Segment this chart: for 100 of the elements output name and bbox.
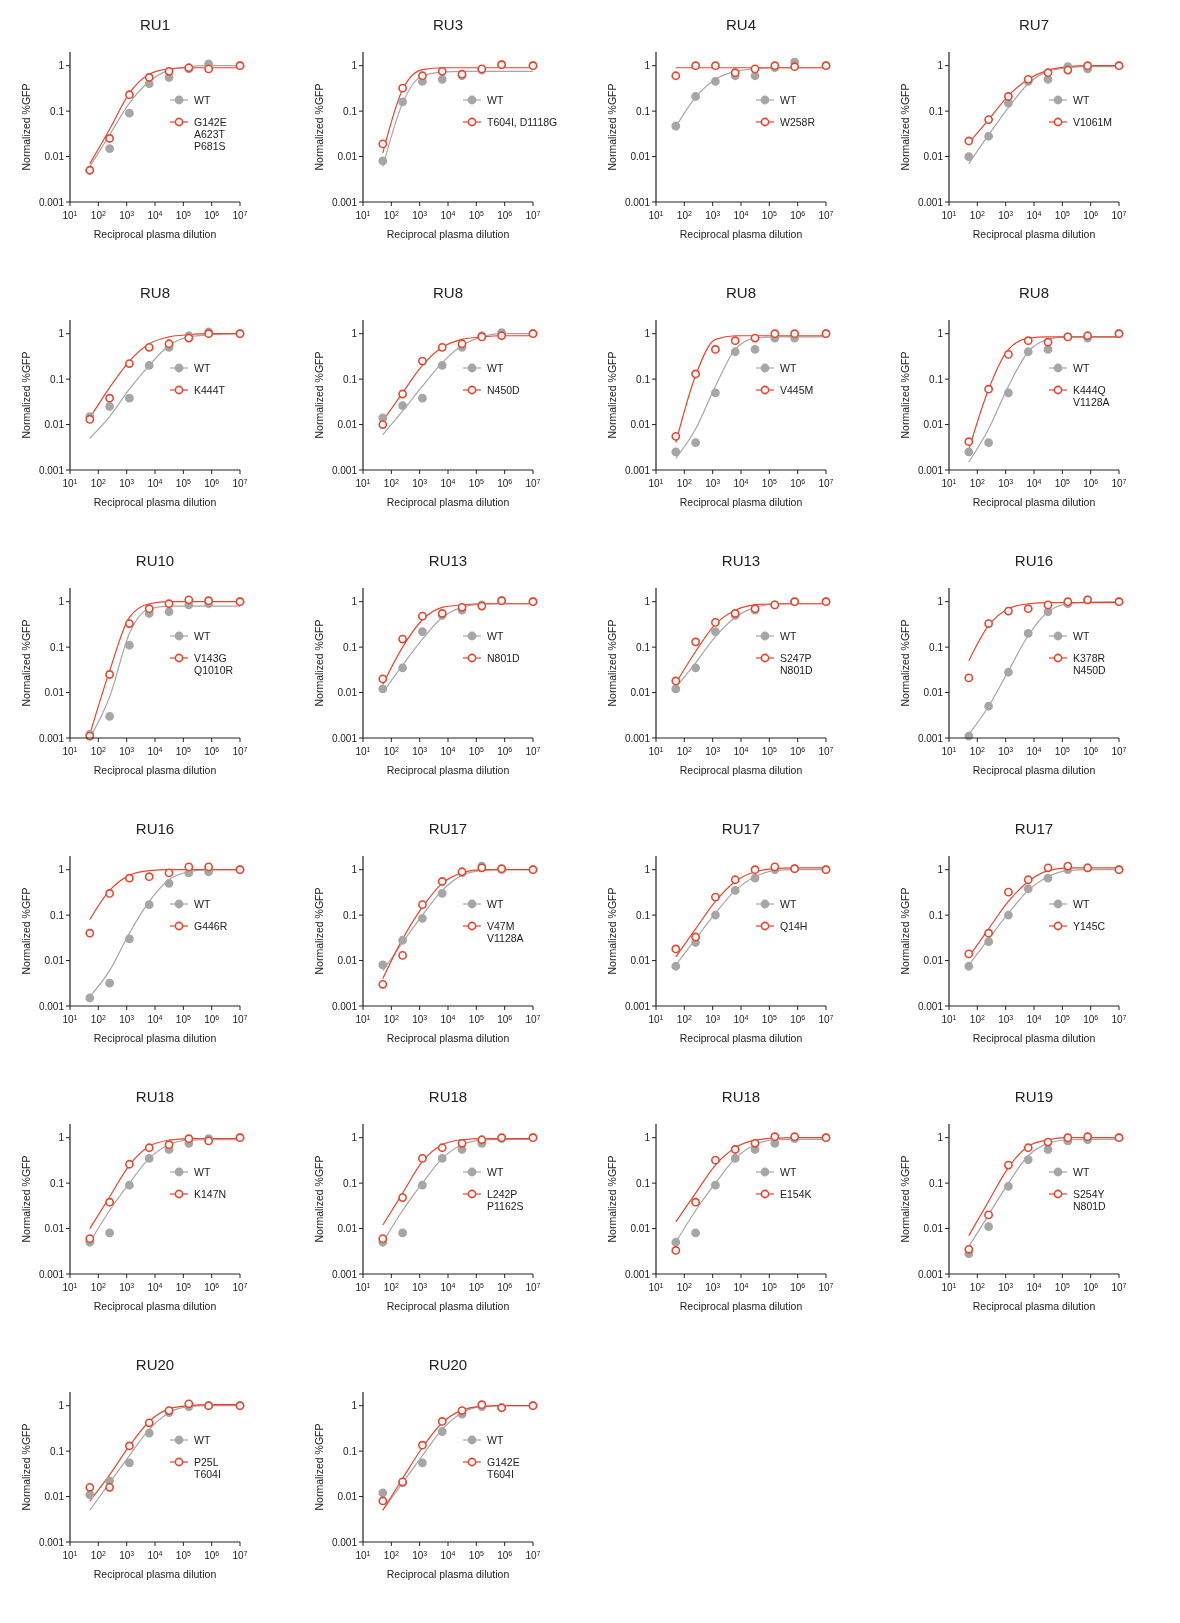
y-tick-label: 1: [351, 328, 358, 340]
x-tick-label: 10$^{5}$: [468, 209, 484, 221]
legend-label: K444T: [194, 383, 226, 396]
y-tick-label: 0.01: [923, 151, 944, 163]
legend-label: WT: [1073, 361, 1090, 374]
y-tick-label: 0.01: [337, 955, 358, 967]
x-tick-label: 10$^{3}$: [998, 209, 1014, 221]
x-tick-label: 10$^{4}$: [1026, 1281, 1042, 1293]
y-axis-title: Normalized %GFP: [20, 1423, 32, 1511]
y-tick-label: 0.001: [331, 1536, 358, 1548]
y-axis-title: Normalized %GFP: [20, 1155, 32, 1243]
legend-label: S247P N801D: [780, 651, 814, 676]
legend-label: WT: [194, 93, 211, 106]
x-tick-label: 10$^{7}$: [232, 209, 248, 221]
y-tick-label: 1: [58, 596, 65, 608]
x-tick-label: 10$^{5}$: [468, 745, 484, 757]
x-tick-label: 10$^{7}$: [818, 1281, 834, 1293]
x-axis-title: Reciprocal plasma dilution: [679, 1300, 803, 1312]
x-tick-label: 10$^{4}$: [147, 477, 163, 489]
x-tick-label: 10$^{3}$: [705, 745, 721, 757]
y-tick-label: 0.1: [929, 105, 944, 117]
x-axis-title: Reciprocal plasma dilution: [972, 764, 1096, 776]
x-tick-label: 10$^{2}$: [383, 1549, 399, 1561]
y-axis-title: Normalized %GFP: [313, 1423, 325, 1511]
y-tick-label: 0.001: [38, 1000, 65, 1012]
x-tick-label: 10$^{4}$: [1026, 745, 1042, 757]
y-axis-title: Normalized %GFP: [313, 1155, 325, 1243]
legend-label: T604I, D1118G: [487, 115, 558, 128]
x-tick-label: 10$^{5}$: [761, 1013, 777, 1025]
legend-label: N450D: [487, 383, 521, 396]
y-tick-label: 0.01: [337, 151, 358, 163]
y-tick-label: 0.001: [38, 1536, 65, 1548]
x-tick-label: 10$^{5}$: [175, 477, 191, 489]
y-tick-label: 1: [58, 1400, 65, 1412]
legend-label: WT: [194, 1165, 211, 1178]
y-tick-label: 0.1: [50, 909, 65, 921]
x-axis-title: Reciprocal plasma dilution: [93, 496, 217, 508]
x-tick-label: 10$^{1}$: [941, 745, 957, 757]
x-tick-label: 10$^{6}$: [204, 209, 220, 221]
y-axis-title: Normalized %GFP: [313, 887, 325, 975]
y-tick-label: 0.01: [337, 1223, 358, 1235]
x-tick-label: 10$^{1}$: [941, 1013, 957, 1025]
chart-title: RU17: [428, 820, 468, 837]
y-tick-label: 0.01: [923, 955, 944, 967]
y-axis-title: Normalized %GFP: [313, 83, 325, 171]
x-tick-label: 10$^{7}$: [525, 1549, 541, 1561]
x-tick-label: 10$^{2}$: [676, 745, 692, 757]
x-tick-label: 10$^{4}$: [440, 1013, 456, 1025]
x-tick-label: 10$^{6}$: [204, 1549, 220, 1561]
x-axis-title: Reciprocal plasma dilution: [972, 1300, 1096, 1312]
x-tick-label: 10$^{7}$: [818, 745, 834, 757]
x-tick-label: 10$^{5}$: [175, 209, 191, 221]
x-tick-label: 10$^{6}$: [1083, 1013, 1099, 1025]
legend-label: N801D: [487, 651, 521, 664]
x-tick-label: 10$^{7}$: [525, 209, 541, 221]
x-tick-label: 10$^{2}$: [676, 1281, 692, 1293]
chart-title: RU16: [135, 820, 175, 837]
x-tick-label: 10$^{4}$: [733, 1281, 749, 1293]
x-tick-label: 10$^{1}$: [648, 209, 664, 221]
legend-label: Q14H: [780, 919, 808, 932]
x-tick-label: 10$^{5}$: [175, 1013, 191, 1025]
y-tick-label: 1: [58, 864, 65, 876]
y-tick-label: 0.001: [38, 464, 65, 476]
x-tick-label: 10$^{7}$: [232, 1549, 248, 1561]
legend-label: WT: [194, 629, 211, 642]
x-axis-title: Reciprocal plasma dilution: [93, 1568, 217, 1580]
y-tick-label: 1: [351, 60, 358, 72]
y-axis-title: Normalized %GFP: [606, 351, 618, 439]
x-tick-label: 10$^{2}$: [676, 209, 692, 221]
y-tick-label: 1: [58, 1132, 65, 1144]
x-tick-label: 10$^{1}$: [648, 1013, 664, 1025]
chart-title: RU18: [135, 1088, 175, 1105]
y-tick-label: 0.01: [44, 955, 65, 967]
x-tick-label: 10$^{6}$: [1083, 209, 1099, 221]
x-axis-title: Reciprocal plasma dilution: [679, 496, 803, 508]
x-tick-label: 10$^{6}$: [790, 745, 806, 757]
legend-label: WT: [1073, 93, 1090, 106]
x-tick-label: 10$^{6}$: [1083, 477, 1099, 489]
legend-label: V445M: [780, 383, 814, 396]
y-tick-label: 0.001: [917, 464, 944, 476]
x-tick-label: 10$^{6}$: [1083, 1281, 1099, 1293]
x-axis-title: Reciprocal plasma dilution: [386, 1032, 510, 1044]
chart-title: RU7: [1018, 16, 1050, 33]
x-tick-label: 10$^{3}$: [412, 1013, 428, 1025]
chart-title: RU16: [1014, 552, 1054, 569]
y-tick-label: 0.1: [636, 105, 651, 117]
x-tick-label: 10$^{1}$: [355, 209, 371, 221]
y-axis-title: Normalized %GFP: [20, 351, 32, 439]
x-axis-title: Reciprocal plasma dilution: [93, 764, 217, 776]
x-tick-label: 10$^{2}$: [90, 209, 106, 221]
x-tick-label: 10$^{6}$: [1083, 745, 1099, 757]
x-tick-label: 10$^{7}$: [232, 1013, 248, 1025]
x-tick-label: 10$^{7}$: [1111, 1281, 1127, 1293]
x-tick-label: 10$^{2}$: [383, 209, 399, 221]
x-tick-label: 10$^{2}$: [969, 1013, 985, 1025]
x-tick-label: 10$^{6}$: [204, 1281, 220, 1293]
chart-title: RU19: [1014, 1088, 1054, 1105]
x-tick-label: 10$^{3}$: [119, 477, 135, 489]
x-tick-label: 10$^{7}$: [525, 1281, 541, 1293]
y-tick-label: 0.1: [929, 909, 944, 921]
